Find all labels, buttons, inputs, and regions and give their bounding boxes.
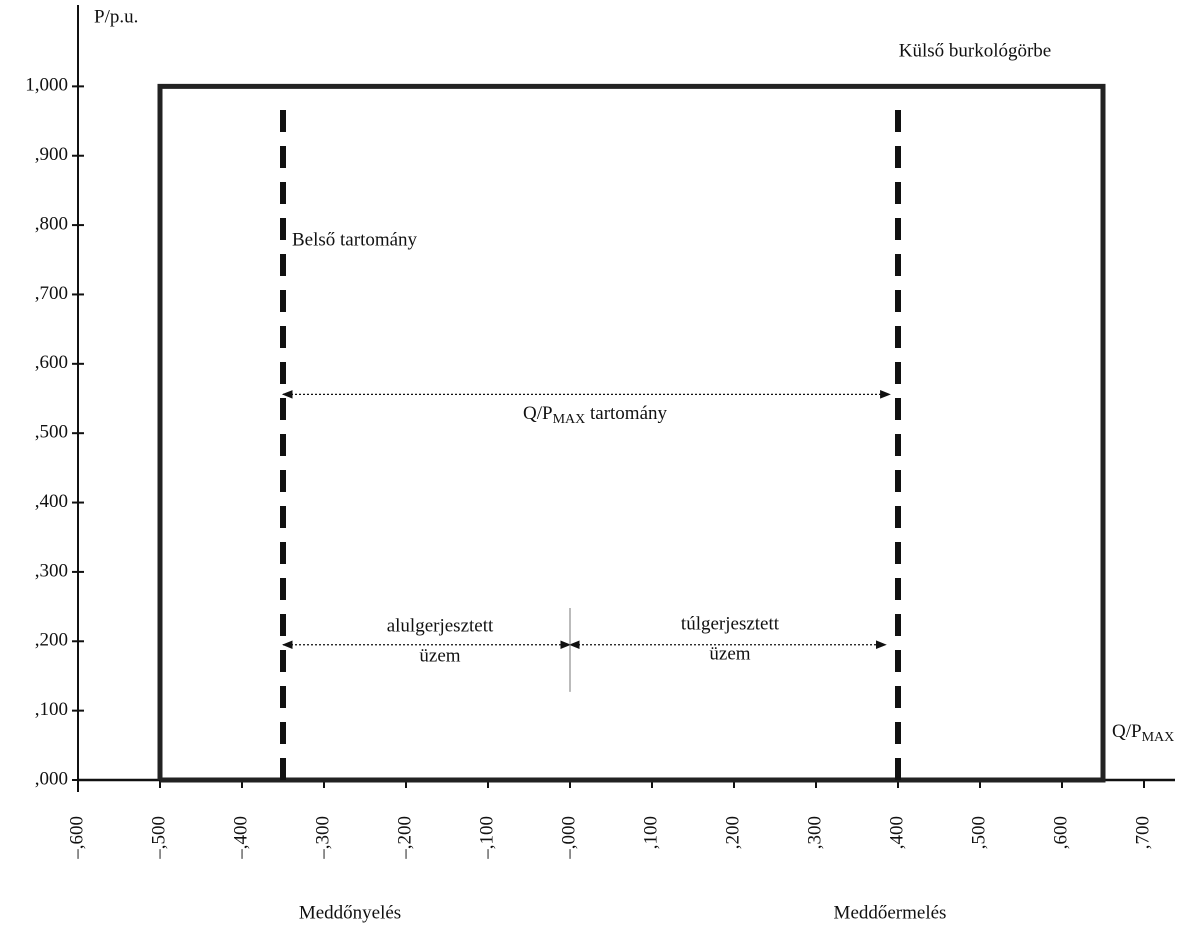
x-tick-label: –,600 xyxy=(66,816,87,860)
x-tick-label: ,500 xyxy=(968,816,989,849)
x-tick-label: ,300 xyxy=(804,816,825,849)
y-tick-label: 1,000 xyxy=(25,75,68,96)
annotation: alulgerjesztett xyxy=(387,615,494,636)
annotation-main: Q/P xyxy=(523,403,553,424)
x-tick-label: –,100 xyxy=(476,816,497,860)
y-tick-label: ,000 xyxy=(35,768,68,789)
y-tick-label: ,200 xyxy=(35,630,68,651)
y-tick-label: ,500 xyxy=(35,422,68,443)
x-tick-label: –,300 xyxy=(312,816,333,860)
annotation: Meddőnyelés xyxy=(299,902,401,923)
x-tick-label: –,400 xyxy=(230,816,251,860)
y-tick-label: ,800 xyxy=(35,213,68,234)
x-axis-label-sub: MAX xyxy=(1142,730,1175,745)
annotation: Belső tartomány xyxy=(292,229,418,250)
y-axis-label: P/p.u. xyxy=(94,6,138,27)
x-tick-label: ,100 xyxy=(640,816,661,849)
annotation: üzem xyxy=(709,643,750,664)
x-axis-label-main: Q/P xyxy=(1112,721,1142,742)
x-tick-label: –,200 xyxy=(394,816,415,860)
x-tick-label: ,400 xyxy=(886,816,907,849)
annotation: túlgerjesztett xyxy=(681,613,780,634)
annotation: Meddőermelés xyxy=(834,902,947,923)
x-tick-label: ,200 xyxy=(722,816,743,849)
y-tick-label: ,700 xyxy=(35,283,68,304)
y-tick-label: ,100 xyxy=(35,699,68,720)
y-tick-label: ,300 xyxy=(35,560,68,581)
annotation-sub: MAX xyxy=(553,412,586,427)
outer-envelope xyxy=(157,83,1106,783)
annotation: Q/PMAX tartomány xyxy=(523,403,668,427)
x-tick-label: –,000 xyxy=(558,816,579,860)
annotation-rest: tartomány xyxy=(585,403,667,424)
annotation: üzem xyxy=(419,645,460,666)
y-tick-label: ,900 xyxy=(35,144,68,165)
y-tick-label: ,600 xyxy=(35,352,68,373)
x-axis-label: Q/PMAX xyxy=(1112,721,1174,745)
x-tick-label: ,700 xyxy=(1132,816,1153,849)
annotation: Külső burkológörbe xyxy=(899,40,1052,61)
x-tick-label: –,500 xyxy=(148,816,169,860)
x-tick-label: ,600 xyxy=(1050,816,1071,849)
y-tick-label: ,400 xyxy=(35,491,68,512)
